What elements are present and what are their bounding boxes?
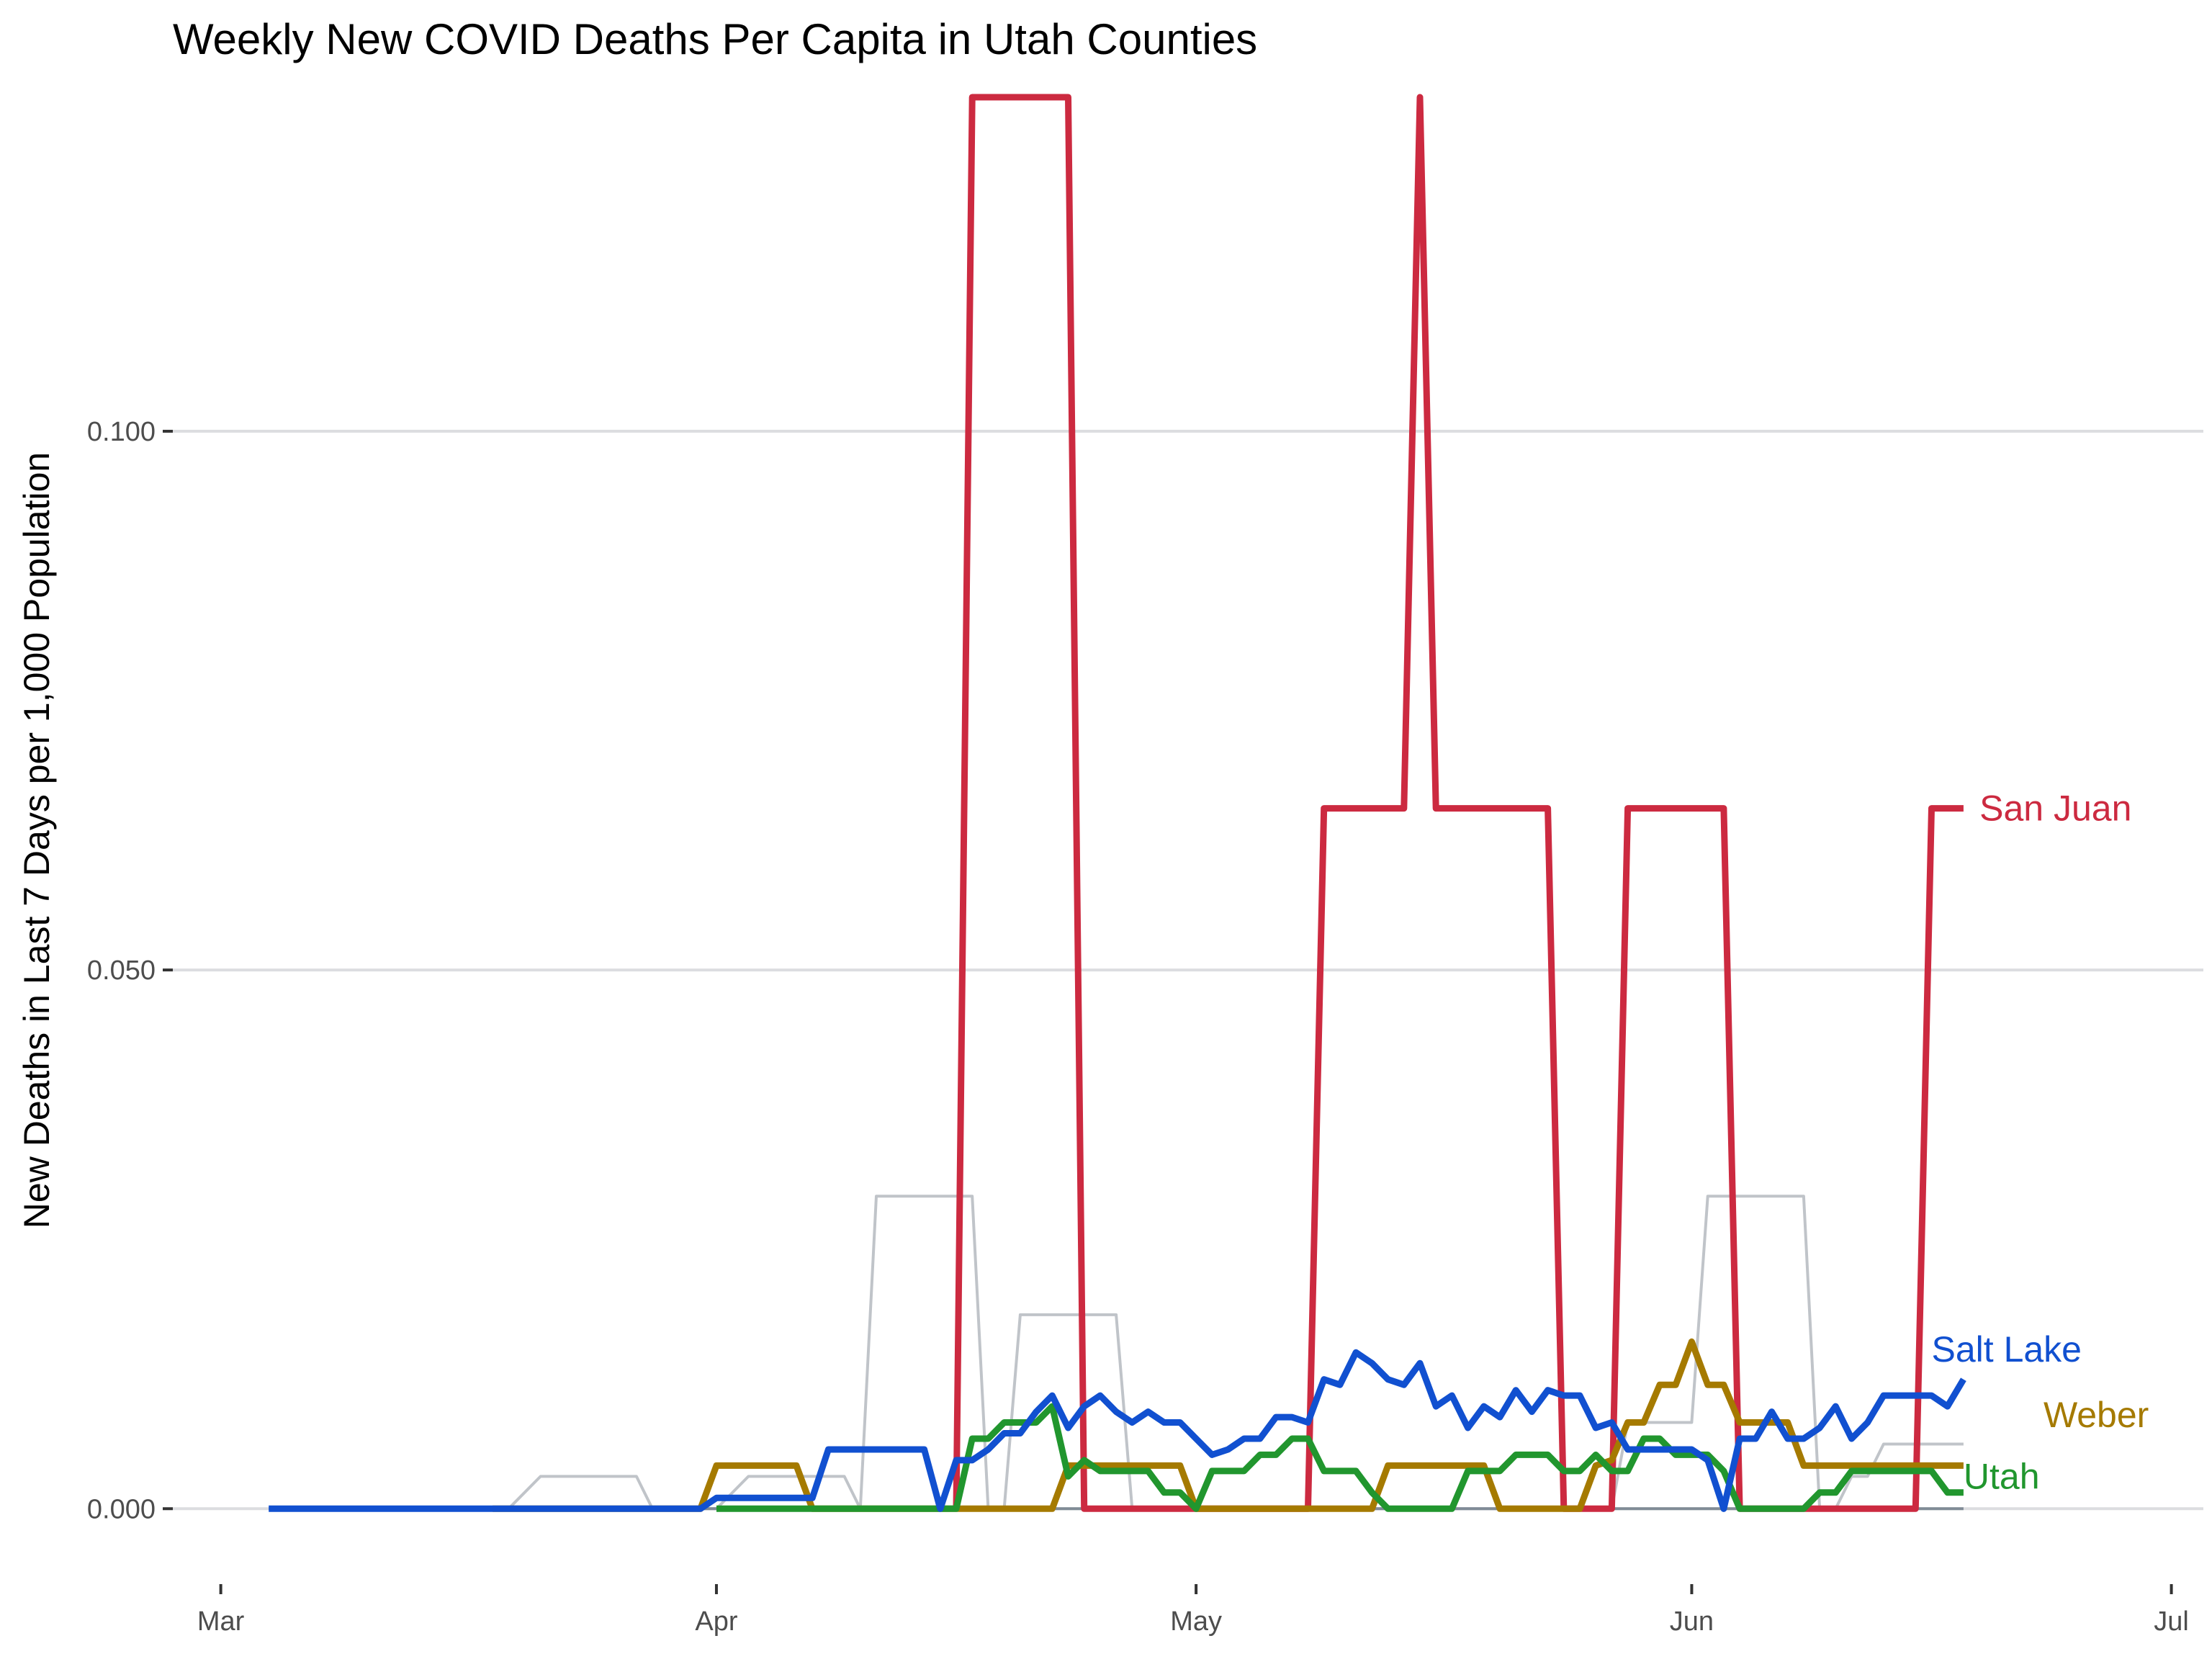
series-label-utah: Utah [1964,1456,2040,1496]
series-line-weber [493,1338,1964,1512]
x-tick-label-jul: Jul [2154,1606,2189,1637]
series-label-san-juan: San Juan [1979,788,2131,829]
x-tick-label-jun: Jun [1670,1606,1714,1637]
series-label-weber: Weber [2044,1395,2149,1435]
y-tick-label: 0.000 [87,1494,156,1524]
x-tick-label-apr: Apr [695,1606,737,1637]
y-axis-label: New Deaths in Last 7 Days per 1,000 Popu… [17,452,57,1228]
x-tick-label-may: May [1170,1606,1222,1637]
x-tick-label-mar: Mar [197,1606,245,1637]
axes: 0.000 0.050 0.100 Mar Apr May Jun Jul [87,417,2189,1637]
y-tick-label: 0.100 [87,417,156,447]
series-line-utah [716,1403,1964,1512]
chart-title: Weekly New COVID Deaths Per Capita in Ut… [173,15,1257,63]
series-label-salt-lake: Salt Lake [1932,1329,2082,1370]
y-tick-label: 0.050 [87,956,156,986]
highlighted-series [269,94,1966,1512]
series-line-salt-lake [269,1349,1966,1512]
